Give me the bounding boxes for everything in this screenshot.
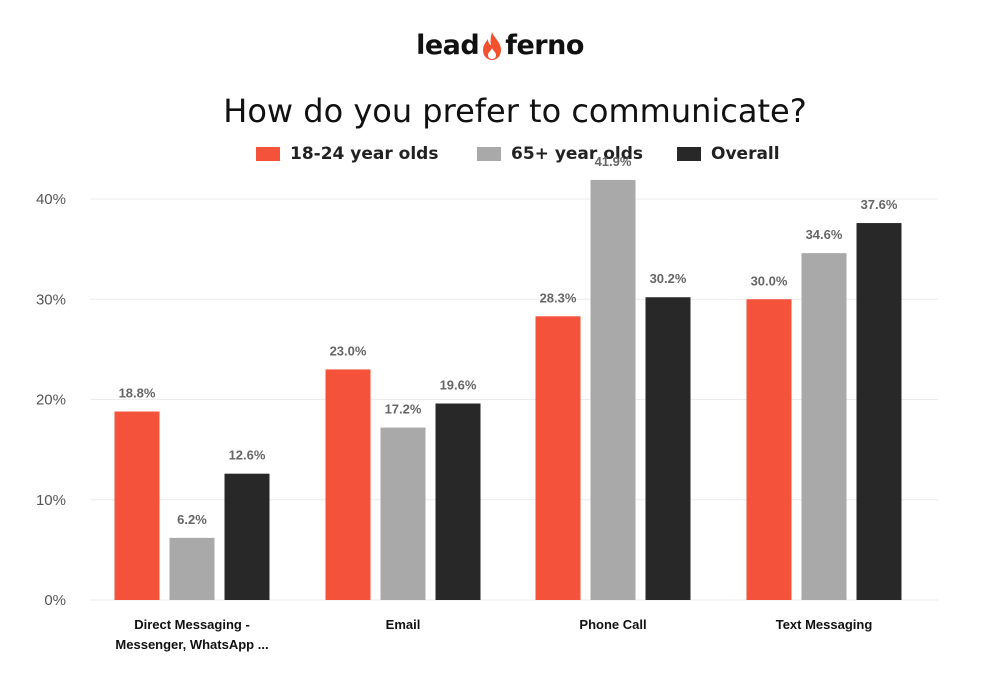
legend-item-overall: Overall xyxy=(677,144,780,164)
legend-label-18-24: 18-24 year olds xyxy=(290,144,439,164)
bar xyxy=(114,411,160,600)
legend-swatch-65-plus xyxy=(477,147,501,161)
bar xyxy=(224,473,270,600)
bar xyxy=(801,253,847,600)
bar xyxy=(535,316,581,600)
leadferno-logo: lead ferno xyxy=(0,30,1000,61)
legend-item-18-24: 18-24 year olds xyxy=(256,144,438,164)
x-tick-label: Direct Messaging - xyxy=(134,617,250,632)
x-tick-label: Email xyxy=(386,617,421,632)
y-tick-label: 0% xyxy=(44,592,66,609)
y-tick-label: 40% xyxy=(36,191,66,208)
data-label: 12.6% xyxy=(229,448,266,463)
y-tick-label: 20% xyxy=(36,392,66,409)
bar xyxy=(435,403,481,600)
legend-label-65-plus: 65+ year olds xyxy=(511,144,643,164)
legend-swatch-overall xyxy=(677,147,701,161)
chart-legend: 18-24 year olds 65+ year olds Overall xyxy=(0,144,1000,168)
bar xyxy=(856,223,902,600)
flame-icon xyxy=(483,31,502,60)
logo-text-lead: lead xyxy=(416,30,480,61)
y-tick-label: 30% xyxy=(36,291,66,308)
data-label: 23.0% xyxy=(330,343,367,358)
bar xyxy=(169,537,215,600)
legend-item-65-plus: 65+ year olds xyxy=(477,144,643,164)
data-label: 30.2% xyxy=(650,271,687,286)
data-label: 18.8% xyxy=(119,386,156,401)
bar xyxy=(380,427,426,600)
data-label: 37.6% xyxy=(861,197,898,212)
x-tick-label: Phone Call xyxy=(579,617,646,632)
bar xyxy=(746,299,792,600)
data-label: 34.6% xyxy=(806,227,843,242)
bar xyxy=(325,369,371,600)
y-tick-label: 10% xyxy=(36,492,66,509)
x-tick-label: Messenger, WhatsApp ... xyxy=(115,637,268,652)
legend-swatch-18-24 xyxy=(256,147,280,161)
data-label: 19.6% xyxy=(440,378,477,393)
logo-text-ferno: ferno xyxy=(505,30,584,61)
x-tick-label: Text Messaging xyxy=(776,617,873,632)
legend-label-overall: Overall xyxy=(711,144,780,164)
data-label: 6.2% xyxy=(177,512,207,527)
data-label: 28.3% xyxy=(540,290,577,305)
data-label: 41.9% xyxy=(595,154,632,169)
data-label: 30.0% xyxy=(751,273,788,288)
bar xyxy=(645,297,691,600)
chart-title: How do you prefer to communicate? xyxy=(223,92,807,130)
bar xyxy=(590,179,636,600)
data-label: 17.2% xyxy=(385,402,422,417)
